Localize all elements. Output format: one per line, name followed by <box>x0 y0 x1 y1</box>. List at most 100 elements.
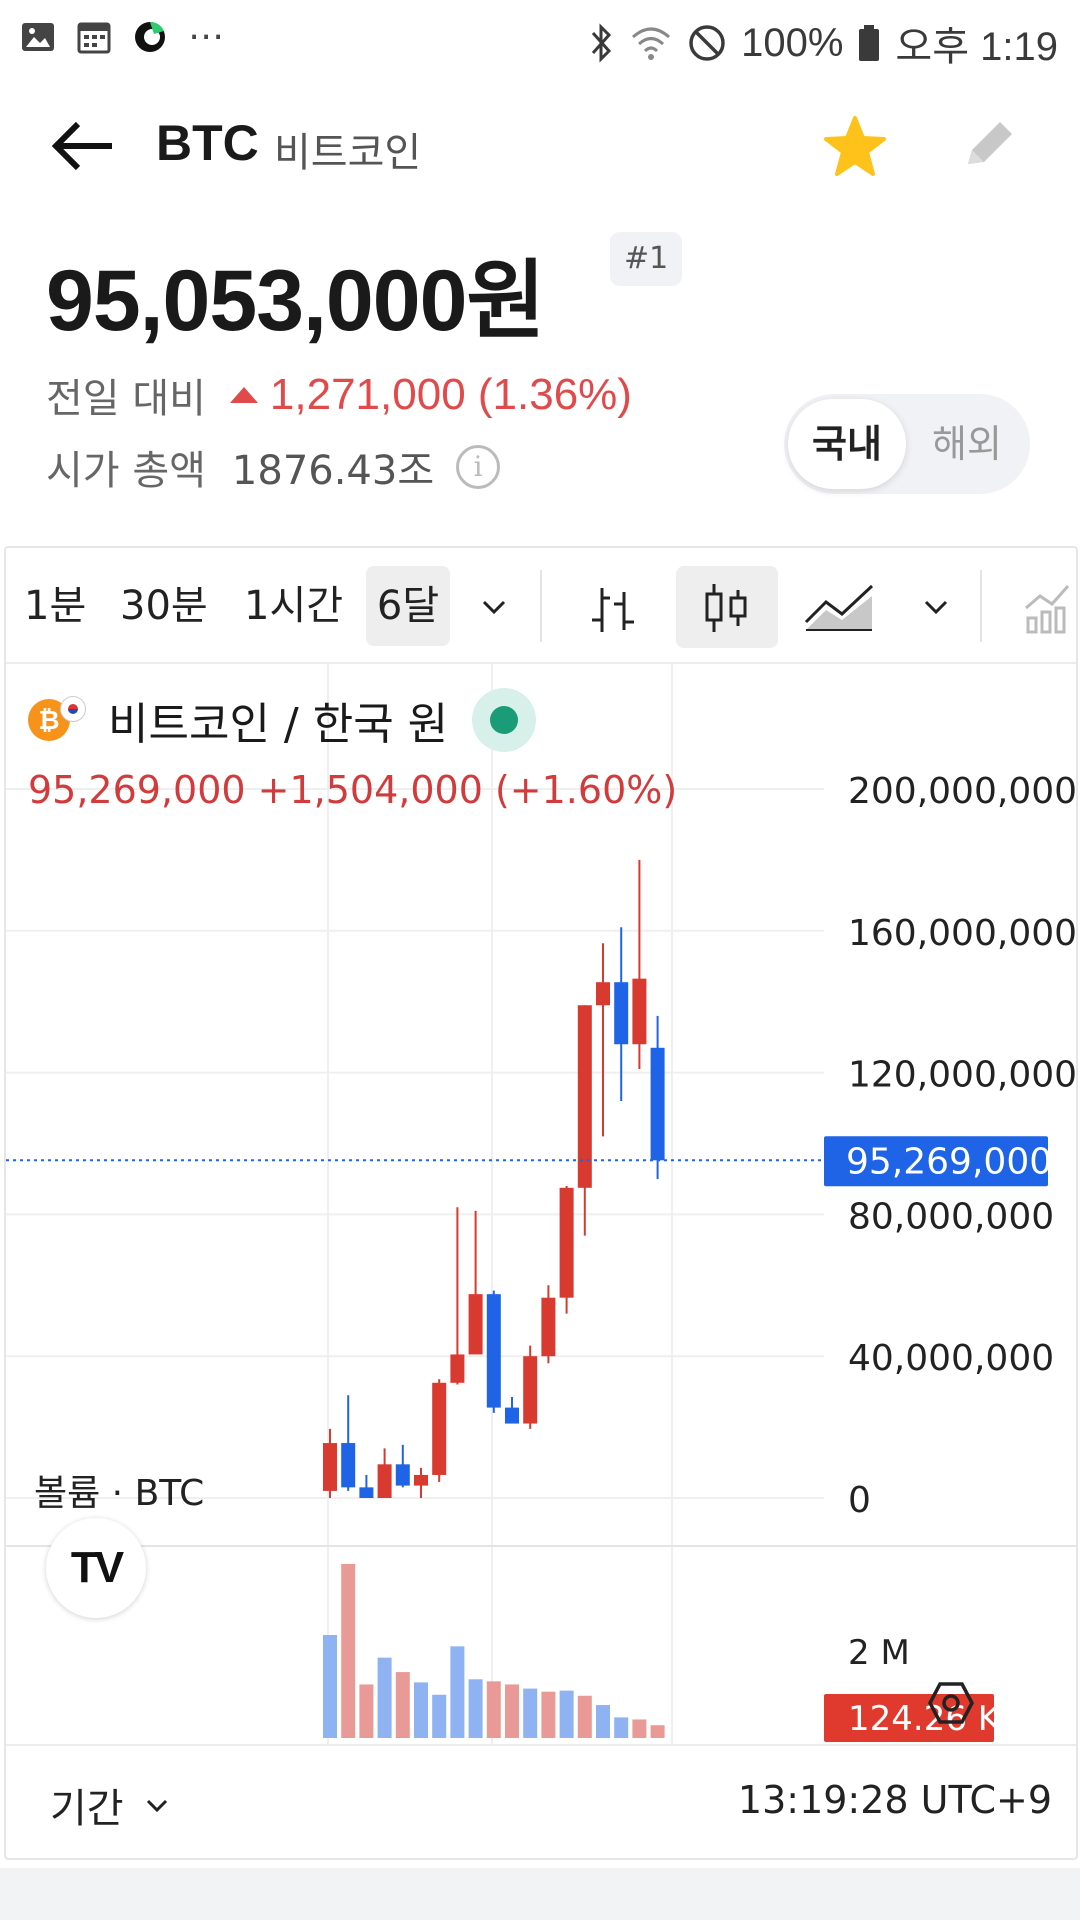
interval-1h[interactable]: 1시간 <box>244 583 344 629</box>
favorite-star-icon[interactable] <box>822 114 888 180</box>
candle-body <box>486 1294 501 1408</box>
candle-body <box>632 978 647 1045</box>
volume-bar <box>523 1688 538 1738</box>
clock-time: 오후 1:19 <box>895 25 1058 69</box>
korea-flag-icon <box>60 696 86 722</box>
candle-body <box>323 1443 337 1491</box>
more-notifications-icon: ⋯ <box>188 16 226 57</box>
candle-body <box>596 982 610 1006</box>
info-icon[interactable]: i <box>456 445 501 489</box>
pair-title: 비트코인 / 한국 원 <box>108 699 449 750</box>
interval-1m[interactable]: 1분 <box>24 583 87 629</box>
candle-body <box>505 1407 519 1424</box>
volume-bar <box>596 1705 610 1738</box>
candle-body <box>341 1443 356 1488</box>
volume-tag <box>824 1694 994 1742</box>
edit-pencil-icon[interactable] <box>956 114 1020 178</box>
chart-type-dropdown-chevron-icon[interactable] <box>918 592 954 622</box>
volume-bar <box>559 1690 574 1738</box>
volume-bar <box>468 1679 483 1738</box>
volume-bar <box>359 1684 374 1738</box>
market-toggle[interactable]: 국내 해외 <box>784 394 1030 494</box>
change-value: 1,271,000 (1.36%) <box>269 370 632 419</box>
up-triangle-icon <box>229 387 258 403</box>
change-label: 전일 대비 <box>46 376 206 422</box>
candle-body <box>614 982 629 1045</box>
volume-axis-label: 2 M <box>848 1633 910 1673</box>
bluetooth-icon <box>591 23 612 63</box>
battery-percent: 100% <box>741 20 844 65</box>
volume-bar <box>577 1695 592 1738</box>
overseas-option[interactable]: 해외 <box>932 422 1002 466</box>
period-dropdown[interactable]: 기간 <box>50 1776 172 1834</box>
wifi-icon <box>632 27 671 60</box>
interval-dropdown-chevron-icon[interactable] <box>476 592 512 622</box>
volume-bar <box>450 1646 465 1738</box>
market-cap-row: 시가 총액 1876.43조 i <box>46 438 501 496</box>
chart-panel: 1분 30분 1시간 6달 0 40,000,000 80,000,000 120,0… <box>4 546 1078 1860</box>
app-header: BTC 비트코인 <box>0 100 1080 190</box>
candle-body <box>377 1464 392 1498</box>
price-chart[interactable]: 0 40,000,000 80,000,000 120,000,000 160,000,… <box>6 664 1078 1744</box>
candle-body <box>523 1356 538 1424</box>
volume-bar <box>414 1682 428 1738</box>
market-status-icon <box>472 688 537 752</box>
candle-body <box>359 1487 374 1498</box>
volume-bar <box>505 1684 519 1738</box>
chart-settings-icon[interactable] <box>926 1678 976 1728</box>
volume-bar <box>632 1719 647 1738</box>
candle-body <box>450 1354 465 1383</box>
domestic-option[interactable]: 국내 <box>788 399 906 489</box>
y-tick-label: 200,000,000 <box>848 771 1077 812</box>
y-tick-label: 0 <box>848 1480 871 1521</box>
candle-body <box>541 1297 556 1357</box>
y-tick-label: 160,000,000 <box>848 913 1077 954</box>
app-c-notification-icon <box>135 21 165 52</box>
chart-toolbar: 1분 30분 1시간 6달 <box>6 548 1078 664</box>
market-cap-value: 1876.43조 <box>231 448 435 494</box>
gallery-notification-icon <box>22 22 54 51</box>
volume-bar <box>486 1681 501 1738</box>
candlestick-icon <box>705 584 747 632</box>
chart-clock: 13:19:28 UTC+9 <box>737 1778 1052 1822</box>
area-chart-type-icon[interactable] <box>802 576 878 636</box>
volume-label: 볼륨 · BTC <box>34 1473 205 1514</box>
do-not-disturb-icon <box>689 25 725 61</box>
volume-bar <box>323 1635 337 1738</box>
candle-body <box>559 1187 574 1298</box>
y-tick-label: 80,000,000 <box>848 1196 1054 1237</box>
volume-bar <box>377 1657 392 1738</box>
volume-bar <box>541 1691 556 1738</box>
y-tick-label: 120,000,000 <box>848 1055 1077 1096</box>
last-price-tag <box>824 1136 1048 1187</box>
last-price-tag-label: 95,269,000 <box>846 1141 1052 1182</box>
back-arrow-icon[interactable] <box>48 116 118 176</box>
interval-30m[interactable]: 30분 <box>120 583 208 629</box>
volume-bar <box>341 1563 356 1738</box>
candlestick-chart-type-button[interactable] <box>676 566 778 648</box>
price-change-row: 전일 대비 1,271,000 (1.36%) <box>46 366 632 424</box>
rank-badge: #1 <box>610 232 683 286</box>
candle-body <box>468 1294 483 1355</box>
candle-body <box>432 1382 447 1475</box>
ohlc-summary: 95,269,000 +1,504,000 (+1.60%) <box>28 768 678 812</box>
calendar-notification-icon <box>77 22 111 53</box>
x-axis <box>4 1682 1078 1744</box>
bar-chart-type-icon[interactable] <box>584 582 640 638</box>
volume-bar <box>432 1694 447 1738</box>
candle-body <box>414 1474 428 1486</box>
coin-name: 비트코인 <box>274 130 422 176</box>
coin-symbol: BTC <box>156 115 259 171</box>
chart-legend: ₿ 비트코인 / 한국 원 95,269,000 +1,504,000 (+1.… <box>28 688 677 812</box>
bottom-strip <box>0 1868 1080 1920</box>
battery-icon <box>859 25 880 61</box>
tradingview-logo-icon[interactable]: TV <box>46 1518 146 1618</box>
period-chevron-icon <box>146 1799 167 1813</box>
y-tick-label: 40,000,000 <box>848 1338 1054 1379</box>
interval-6mo[interactable]: 6달 <box>366 566 450 646</box>
indicators-icon[interactable] <box>1022 578 1078 638</box>
status-bar: ⋯ 100% 오후 1:19 <box>0 0 1080 80</box>
candle-body <box>577 1005 592 1188</box>
candle-body <box>650 1047 665 1161</box>
volume-bar <box>650 1725 665 1738</box>
